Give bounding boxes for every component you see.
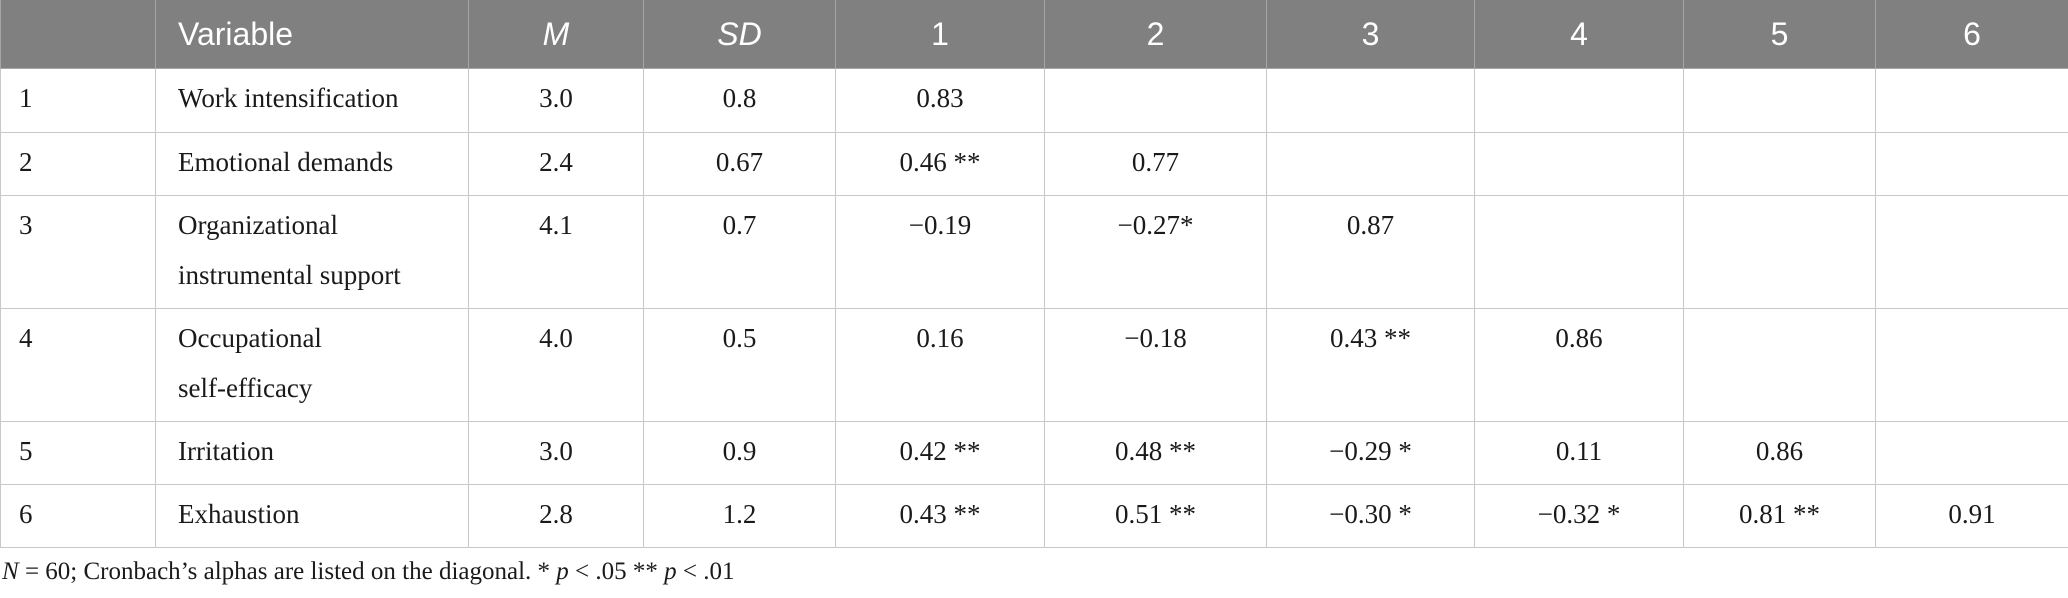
header-col-5: 5 — [1683, 0, 1876, 69]
variable-name: Organizational instrumental support — [155, 195, 469, 309]
corr-cell — [1266, 132, 1475, 196]
footnote-text: = 60; Cronbach’s alphas are listed on th… — [18, 558, 557, 585]
variable-name: Work intensification — [155, 68, 469, 133]
corr-cell: 0.46 ** — [835, 132, 1045, 196]
variable-name-line-1: Organizational — [178, 210, 338, 240]
footnote-n-symbol: N — [2, 558, 19, 585]
header-col-3: 3 — [1266, 0, 1475, 69]
corr-cell: 0.86 — [1683, 421, 1876, 485]
corr-cell: −0.30 * — [1266, 484, 1475, 548]
corr-cell: −0.19 — [835, 195, 1045, 309]
table-row: 5 Irritation 3.0 0.9 0.42 ** 0.48 ** −0.… — [0, 421, 2068, 485]
table-row: 2 Emotional demands 2.4 0.67 0.46 ** 0.7… — [0, 132, 2068, 196]
variable-name: Occupational self-efficacy — [155, 308, 469, 422]
row-number: 2 — [0, 132, 156, 196]
footnote-p-threshold-2: < .01 — [676, 558, 735, 585]
mean-cell: 2.4 — [468, 132, 644, 196]
footnote-p-symbol-1: p — [556, 558, 569, 585]
row-number: 4 — [0, 308, 156, 422]
corr-cell: 0.48 ** — [1044, 421, 1267, 485]
header-variable: Variable — [155, 0, 469, 69]
footnote-p-threshold-1: < .05 ** — [568, 558, 665, 585]
header-sd: SD — [643, 0, 836, 69]
variable-name-line-1: Occupational — [178, 323, 322, 353]
variable-name: Exhaustion — [155, 484, 469, 548]
corr-cell — [1044, 68, 1267, 133]
header-col-6: 6 — [1875, 0, 2068, 69]
corr-cell: 0.43 ** — [835, 484, 1045, 548]
corr-cell: −0.32 * — [1474, 484, 1684, 548]
corr-cell — [1474, 195, 1684, 309]
mean-cell: 3.0 — [468, 68, 644, 133]
row-number: 1 — [0, 68, 156, 133]
corr-cell — [1683, 68, 1876, 133]
header-mean: M — [468, 0, 644, 69]
variable-name-line-2: instrumental support — [178, 260, 401, 290]
variable-name: Irritation — [155, 421, 469, 485]
sd-cell: 0.8 — [643, 68, 836, 133]
corr-cell: −0.18 — [1044, 308, 1267, 422]
header-row: Variable M SD 1 2 3 4 5 6 — [0, 0, 2068, 69]
sd-cell: 0.5 — [643, 308, 836, 422]
corr-cell: 0.86 — [1474, 308, 1684, 422]
corr-cell: 0.81 ** — [1683, 484, 1876, 548]
corr-cell: 0.77 — [1044, 132, 1267, 196]
corr-cell — [1875, 308, 2068, 422]
header-col-1: 1 — [835, 0, 1045, 69]
corr-cell — [1875, 68, 2068, 133]
table-row: 1 Work intensification 3.0 0.8 0.83 — [0, 68, 2068, 133]
table-footnote: N = 60; Cronbach’s alphas are listed on … — [2, 558, 735, 586]
corr-cell: 0.43 ** — [1266, 308, 1475, 422]
mean-cell: 2.8 — [468, 484, 644, 548]
corr-cell: 0.11 — [1474, 421, 1684, 485]
corr-cell: 0.42 ** — [835, 421, 1045, 485]
corr-cell — [1875, 421, 2068, 485]
sd-cell: 1.2 — [643, 484, 836, 548]
row-number: 3 — [0, 195, 156, 309]
corr-cell: −0.27* — [1044, 195, 1267, 309]
variable-name-line-2: self-efficacy — [178, 373, 313, 403]
table-row: 3 Organizational instrumental support 4.… — [0, 195, 2068, 309]
row-number: 6 — [0, 484, 156, 548]
corr-cell — [1266, 68, 1475, 133]
corr-cell — [1683, 308, 1876, 422]
table-row: 4 Occupational self-efficacy 4.0 0.5 0.1… — [0, 308, 2068, 422]
sd-cell: 0.9 — [643, 421, 836, 485]
corr-cell: 0.91 — [1875, 484, 2068, 548]
corr-cell: 0.87 — [1266, 195, 1475, 309]
sd-cell: 0.7 — [643, 195, 836, 309]
mean-cell: 4.0 — [468, 308, 644, 422]
variable-name: Emotional demands — [155, 132, 469, 196]
header-col-4: 4 — [1474, 0, 1684, 69]
corr-cell — [1683, 132, 1876, 196]
mean-cell: 4.1 — [468, 195, 644, 309]
corr-cell — [1474, 68, 1684, 133]
sd-cell: 0.67 — [643, 132, 836, 196]
corr-cell — [1875, 195, 2068, 309]
footnote-p-symbol-2: p — [664, 558, 677, 585]
corr-cell: 0.83 — [835, 68, 1045, 133]
corr-cell: −0.29 * — [1266, 421, 1475, 485]
correlation-table: Variable M SD 1 2 3 4 5 6 1 Work intensi… — [0, 0, 2068, 548]
corr-cell: 0.51 ** — [1044, 484, 1267, 548]
correlation-table-container: Variable M SD 1 2 3 4 5 6 1 Work intensi… — [0, 0, 2068, 548]
table-row: 6 Exhaustion 2.8 1.2 0.43 ** 0.51 ** −0.… — [0, 484, 2068, 548]
corr-cell — [1474, 132, 1684, 196]
header-number — [0, 0, 156, 69]
header-col-2: 2 — [1044, 0, 1267, 69]
row-number: 5 — [0, 421, 156, 485]
corr-cell — [1875, 132, 2068, 196]
corr-cell — [1683, 195, 1876, 309]
mean-cell: 3.0 — [468, 421, 644, 485]
corr-cell: 0.16 — [835, 308, 1045, 422]
